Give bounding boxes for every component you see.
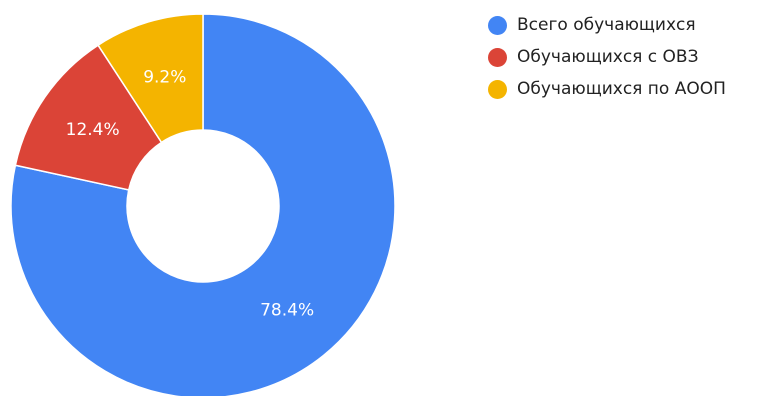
legend-label-ovz: Обучающихся с ОВЗ <box>517 47 699 67</box>
slice-aoop[interactable] <box>97 13 204 144</box>
legend-item-total[interactable]: Всего обучающихся <box>488 9 726 41</box>
donut-plot: 78.4% 12.4% 9.2% <box>10 13 396 396</box>
legend-dot-aoop <box>488 79 507 99</box>
legend-label-total: Всего обучающихся <box>517 15 696 35</box>
legend-item-ovz[interactable]: Обучающихся с ОВЗ <box>488 41 726 73</box>
slice-label-aoop: 9.2% <box>143 68 186 88</box>
legend-dot-ovz <box>488 47 507 67</box>
legend-item-aoop[interactable]: Обучающихся по АООП <box>488 73 726 105</box>
slice-total[interactable] <box>10 13 396 396</box>
legend-label-aoop: Обучающихся по АООП <box>517 79 726 99</box>
legend-dot-total <box>488 15 507 35</box>
slice-label-ovz: 12.4% <box>66 120 120 140</box>
slice-label-total: 78.4% <box>260 300 314 320</box>
legend: Всего обучающихся Обучающихся с ОВЗ Обуч… <box>488 9 726 105</box>
